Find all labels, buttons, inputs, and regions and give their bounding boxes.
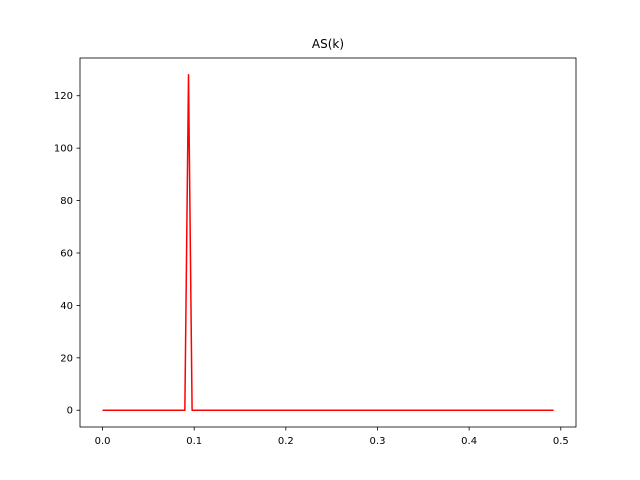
- x-tick-label: 0.4: [461, 436, 477, 447]
- chart-title: AS(k): [312, 37, 344, 51]
- y-tick-label: 20: [60, 353, 73, 364]
- x-tick-label: 0.3: [370, 436, 386, 447]
- x-tick-label: 0.5: [553, 436, 569, 447]
- y-tick-label: 100: [54, 144, 73, 155]
- y-axis: 0 20 40 60 80 100 120: [54, 91, 80, 417]
- x-tick-label: 0.2: [278, 436, 294, 447]
- x-tick-label: 0.0: [95, 436, 111, 447]
- y-tick-label: 80: [60, 196, 73, 207]
- series-line-0: [102, 74, 554, 411]
- x-tick-label: 0.1: [186, 436, 202, 447]
- x-axis: 0.0 0.1 0.2 0.3 0.4 0.5: [95, 427, 569, 447]
- y-tick-label: 40: [60, 301, 73, 312]
- y-tick-label: 0: [67, 406, 73, 417]
- plot-area: [80, 58, 576, 427]
- series-layer: [102, 74, 554, 411]
- y-tick-label: 60: [60, 248, 73, 259]
- y-tick-label: 120: [54, 91, 73, 102]
- axes-frame: [79, 57, 577, 428]
